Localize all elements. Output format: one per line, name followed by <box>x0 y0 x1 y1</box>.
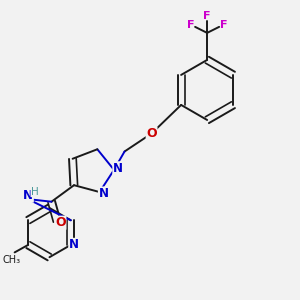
Text: O: O <box>55 216 66 229</box>
Text: F: F <box>220 20 227 30</box>
Text: H: H <box>31 187 38 197</box>
Text: CH₃: CH₃ <box>3 255 21 265</box>
Text: N: N <box>98 187 109 200</box>
Text: N: N <box>23 189 33 202</box>
Text: F: F <box>187 20 194 30</box>
Text: O: O <box>146 127 157 140</box>
Text: N: N <box>113 162 123 175</box>
Text: N: N <box>69 238 79 251</box>
Text: F: F <box>203 11 211 21</box>
